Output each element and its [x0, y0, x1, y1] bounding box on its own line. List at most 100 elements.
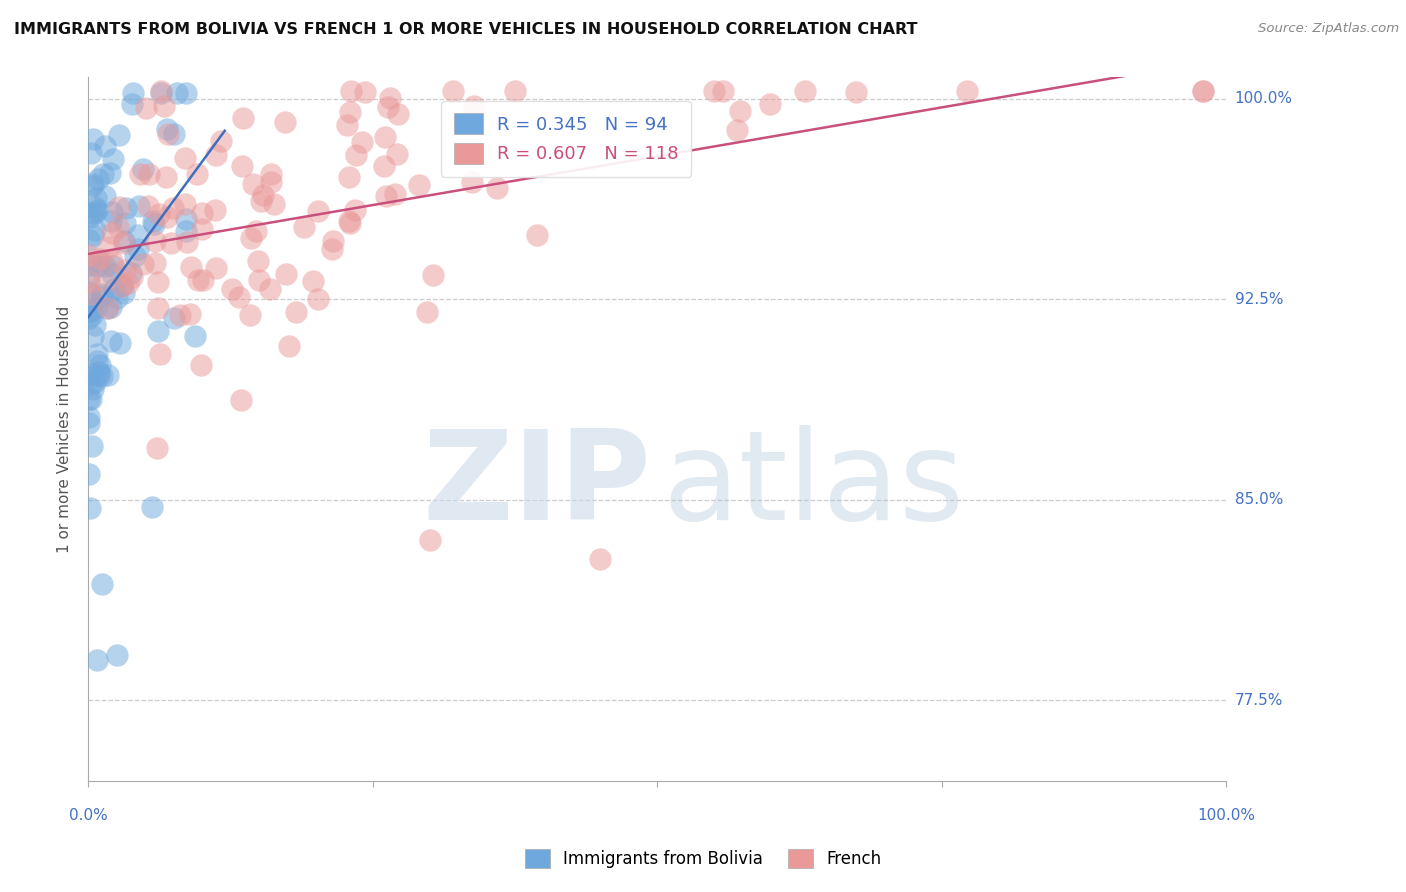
Point	[117, 276, 139, 290]
Text: Source: ZipAtlas.com: Source: ZipAtlas.com	[1258, 22, 1399, 36]
Point	[174, 224, 197, 238]
Text: ZIP: ZIP	[423, 425, 651, 546]
Point	[98, 240, 121, 254]
Point	[82, 132, 104, 146]
Point	[276, 267, 298, 281]
Point	[91, 369, 114, 384]
Point	[260, 167, 283, 181]
Point	[107, 200, 129, 214]
Point	[79, 310, 101, 325]
Point	[228, 290, 250, 304]
Point	[204, 203, 226, 218]
Point	[79, 500, 101, 515]
Point	[246, 253, 269, 268]
Point	[132, 161, 155, 176]
Point	[353, 85, 375, 99]
Point	[87, 254, 110, 268]
Point	[187, 273, 209, 287]
Point	[91, 288, 114, 302]
Point	[193, 273, 215, 287]
Point	[377, 100, 399, 114]
Point	[111, 277, 134, 292]
Point	[163, 127, 186, 141]
Point	[728, 103, 751, 118]
Point	[86, 347, 108, 361]
Point	[292, 219, 315, 234]
Point	[80, 293, 103, 307]
Point	[79, 276, 101, 290]
Point	[589, 551, 612, 566]
Point	[101, 253, 124, 268]
Text: 100.0%: 100.0%	[1198, 808, 1256, 823]
Text: 77.5%: 77.5%	[1234, 693, 1282, 708]
Point	[82, 382, 104, 396]
Point	[142, 214, 165, 228]
Point	[89, 368, 111, 382]
Point	[759, 97, 782, 112]
Point	[86, 653, 108, 667]
Point	[114, 263, 136, 277]
Point	[93, 275, 115, 289]
Point	[485, 181, 508, 195]
Point	[79, 233, 101, 247]
Text: 0.0%: 0.0%	[69, 808, 107, 823]
Point	[148, 206, 170, 220]
Point	[79, 270, 101, 285]
Point	[89, 358, 111, 372]
Point	[263, 196, 285, 211]
Point	[146, 442, 169, 456]
Point	[82, 328, 104, 343]
Point	[229, 392, 252, 407]
Point	[169, 308, 191, 322]
Point	[100, 334, 122, 349]
Point	[105, 648, 128, 662]
Point	[146, 275, 169, 289]
Point	[136, 199, 159, 213]
Point	[335, 118, 357, 132]
Point	[205, 147, 228, 161]
Point	[83, 255, 105, 269]
Point	[703, 84, 725, 98]
Point	[183, 328, 205, 343]
Point	[259, 282, 281, 296]
Point	[163, 310, 186, 325]
Point	[112, 235, 135, 250]
Point	[79, 370, 101, 384]
Point	[387, 107, 409, 121]
Point	[111, 279, 134, 293]
Point	[84, 376, 107, 390]
Point	[156, 122, 179, 136]
Point	[135, 101, 157, 115]
Point	[79, 285, 101, 299]
Point	[415, 305, 437, 319]
Point	[120, 266, 142, 280]
Text: IMMIGRANTS FROM BOLIVIA VS FRENCH 1 OR MORE VEHICLES IN HOUSEHOLD CORRELATION CH: IMMIGRANTS FROM BOLIVIA VS FRENCH 1 OR M…	[14, 22, 918, 37]
Point	[87, 259, 110, 273]
Point	[86, 354, 108, 368]
Point	[101, 205, 124, 219]
Point	[115, 201, 138, 215]
Point	[138, 167, 160, 181]
Point	[250, 194, 273, 208]
Point	[96, 301, 118, 315]
Point	[127, 242, 149, 256]
Point	[103, 282, 125, 296]
Point	[725, 123, 748, 137]
Point	[146, 325, 169, 339]
Point	[80, 308, 103, 322]
Text: 100.0%: 100.0%	[1234, 91, 1292, 106]
Point	[149, 347, 172, 361]
Point	[344, 148, 367, 162]
Point	[121, 270, 143, 285]
Point	[277, 339, 299, 353]
Point	[340, 84, 363, 98]
Point	[142, 217, 165, 231]
Legend: R = 0.345   N = 94, R = 0.607   N = 118: R = 0.345 N = 94, R = 0.607 N = 118	[441, 101, 692, 177]
Point	[79, 467, 101, 482]
Point	[80, 303, 103, 318]
Point	[186, 167, 208, 181]
Point	[91, 286, 114, 301]
Point	[80, 287, 103, 301]
Y-axis label: 1 or more Vehicles in Household: 1 or more Vehicles in Household	[58, 305, 72, 553]
Text: atlas: atlas	[662, 425, 965, 546]
